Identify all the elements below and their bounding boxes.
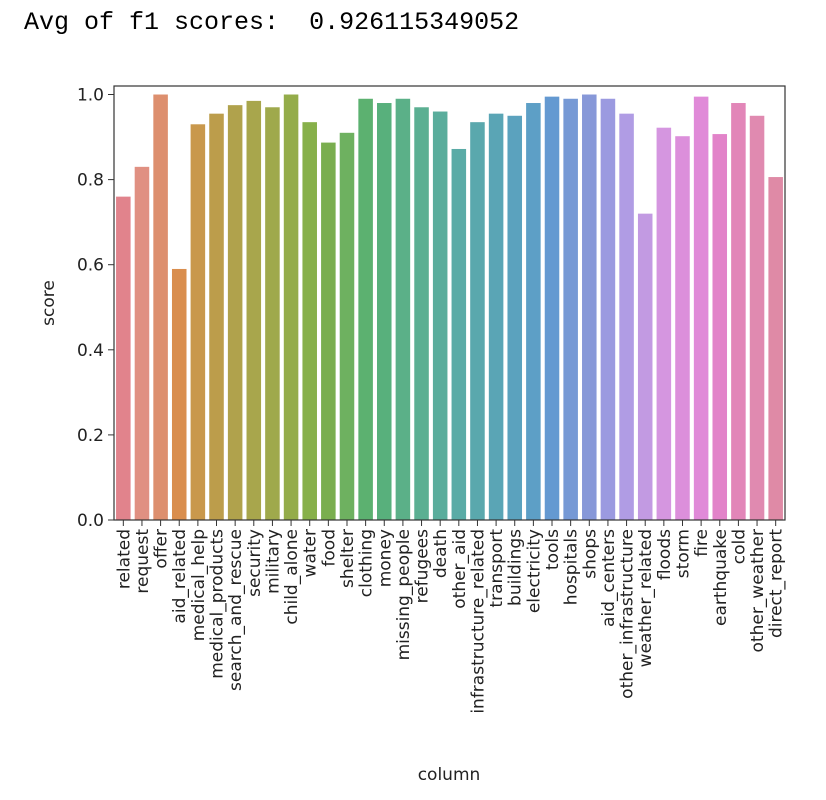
y-tick-label: 0.6: [77, 256, 104, 276]
bar-medical-products: [209, 113, 224, 520]
x-axis-title: column: [418, 765, 481, 785]
x-tick-label: weather_related: [636, 529, 656, 667]
bar-fire: [693, 96, 709, 520]
x-tick-label: medical_products: [208, 529, 228, 679]
y-ticks: 0.0 0.2 0.4 0.6 0.8 1.0: [77, 86, 114, 531]
x-tick-label: water: [301, 529, 321, 577]
x-tick-label: other_infrastructure: [618, 529, 638, 699]
x-tick-label: offer: [152, 529, 172, 569]
bar-search-and-rescue: [227, 105, 243, 521]
bar-storm: [675, 136, 690, 520]
x-tick-label: food: [319, 529, 339, 567]
bar-direct-report: [768, 177, 783, 521]
x-tick-label: other_weather: [748, 529, 768, 652]
bar-food: [321, 142, 336, 520]
x-tick-label: refugees: [413, 529, 433, 604]
bar-electricity: [526, 103, 541, 521]
x-tick-label: cold: [729, 529, 749, 564]
x-tick-label: security: [245, 529, 265, 597]
bar-child-alone: [283, 94, 299, 520]
x-tick-label: death: [431, 529, 451, 578]
bar-earthquake: [712, 134, 728, 520]
y-tick-label: 0.8: [77, 171, 104, 191]
x-ticks: relatedrequestofferaid_relatedmedical_he…: [114, 520, 787, 714]
plot-frame: [113, 85, 786, 521]
x-tick-label: shelter: [338, 529, 358, 588]
y-tick-label: 1.0: [77, 86, 104, 106]
x-tick-label: fire: [692, 529, 712, 557]
x-tick-label: money: [375, 529, 395, 587]
x-tick-label: earthquake: [711, 529, 731, 626]
bar-related: [116, 196, 131, 520]
x-tick-label: buildings: [506, 529, 526, 606]
bar-hospitals: [563, 98, 578, 520]
bar-military: [265, 107, 280, 521]
bar-other-infrastructure: [619, 113, 634, 520]
x-tick-label: missing_people: [394, 529, 414, 660]
x-tick-label: shops: [580, 529, 600, 579]
x-tick-label: infrastructure_related: [468, 529, 488, 714]
bar-infrastructure-related: [470, 122, 485, 521]
x-tick-label: electricity: [524, 529, 544, 613]
bar-weather-related: [637, 213, 653, 520]
bar-tools: [544, 96, 560, 520]
x-tick-label: tools: [543, 529, 563, 570]
x-tick-label: request: [133, 529, 153, 594]
bar-shelter: [339, 132, 355, 521]
x-tick-label: other_aid: [450, 529, 470, 609]
bar-floods: [656, 127, 672, 520]
output-line: Avg of f1 scores: 0.926115349052: [24, 8, 519, 37]
x-tick-label: child_alone: [282, 529, 302, 625]
x-tick-label: clothing: [357, 529, 377, 597]
y-tick-label: 0.4: [77, 341, 104, 361]
x-tick-label: storm: [673, 529, 693, 578]
x-tick-label: related: [114, 529, 134, 589]
bar-other-aid: [451, 148, 467, 520]
bar-request: [134, 166, 150, 520]
bar-offer: [153, 94, 168, 520]
x-tick-label: military: [263, 529, 283, 594]
bar-aid-related: [171, 268, 187, 520]
x-tick-label: direct_report: [767, 529, 787, 638]
bar-refugees: [414, 107, 429, 521]
bar-clothing: [358, 98, 373, 520]
bar-money: [376, 103, 392, 521]
x-tick-label: aid_centers: [599, 529, 619, 627]
bars-group: [116, 94, 783, 521]
bar-cold: [731, 103, 746, 521]
x-tick-label: transport: [487, 529, 507, 608]
x-tick-label: search_and_rescue: [226, 529, 246, 691]
output-label: Avg of f1 scores:: [24, 8, 280, 37]
x-tick-label: hospitals: [562, 529, 582, 605]
bar-security: [246, 100, 262, 520]
bar-water: [302, 122, 317, 521]
y-axis-title: score: [39, 280, 59, 326]
y-tick-label: 0.0: [77, 511, 104, 531]
bar-medical-help: [190, 124, 206, 520]
x-tick-label: floods: [655, 529, 675, 580]
bar-death: [432, 111, 448, 520]
x-tick-label: medical_help: [189, 529, 209, 641]
y-tick-label: 0.2: [77, 426, 104, 446]
output-value: 0.926115349052: [309, 8, 520, 37]
bar-shops: [582, 94, 597, 520]
bar-aid-centers: [600, 98, 616, 520]
x-tick-label: aid_related: [170, 529, 190, 624]
bar-transport: [488, 113, 504, 520]
bar-other-weather: [749, 115, 765, 520]
bar-buildings: [507, 115, 523, 520]
bar-missing-people: [395, 98, 411, 520]
